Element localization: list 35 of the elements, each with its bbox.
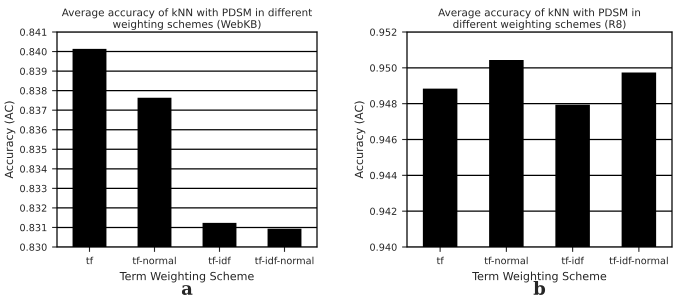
x-tick-label: tf [436, 256, 444, 264]
y-tick-label: 0.841 [20, 28, 46, 36]
y-axis-title: Accuracy (AC) [4, 101, 16, 178]
y-tick-label: 0.940 [370, 243, 397, 251]
x-tick-label: tf-idf [208, 256, 231, 264]
y-axis-title: Accuracy (AC) [354, 101, 366, 178]
chart-title: Average accuracy of kNN with PDSM in different weighting schemes (WebKB) [62, 8, 312, 30]
y-tick-label: 0.836 [20, 126, 47, 134]
x-tick-label: tf-normal [132, 256, 176, 264]
y-tick-label: 0.942 [370, 208, 396, 215]
y-tick-label: 0.835 [20, 146, 46, 154]
chart-title: Average accuracy of kNN with PDSM in different weighting schemes (R8) [438, 8, 640, 30]
x-axis-title: Term Weighting Scheme [120, 272, 254, 282]
y-tick-label: 0.840 [20, 48, 47, 56]
x-axis-title: Term Weighting Scheme [472, 272, 606, 282]
y-tick-label: 0.837 [20, 106, 46, 114]
x-tick-label: tf-idf-normal [254, 256, 314, 264]
x-tick-label: tf-normal [484, 256, 528, 264]
y-tick-label: 0.944 [370, 172, 397, 180]
text: a [182, 285, 192, 295]
y-tick-label: 0.831 [20, 224, 46, 232]
x-tick-label: tf-idf-normal [609, 256, 668, 264]
x-tick-label: tf-idf [562, 256, 584, 264]
text: b [534, 280, 546, 295]
y-tick-label: 0.946 [370, 136, 397, 144]
y-tick-label: 0.834 [20, 165, 47, 173]
y-tick-label: 0.830 [20, 243, 47, 251]
y-tick-label: 0.832 [20, 204, 46, 212]
y-tick-label: 0.950 [370, 64, 397, 72]
y-tick-label: 0.838 [20, 87, 47, 94]
y-tick-label: 0.952 [370, 28, 396, 36]
x-tick-label: tf [86, 256, 94, 264]
y-tick-label: 0.833 [20, 184, 46, 192]
y-tick-label: 0.948 [370, 100, 397, 108]
y-tick-label: 0.839 [20, 68, 47, 75]
